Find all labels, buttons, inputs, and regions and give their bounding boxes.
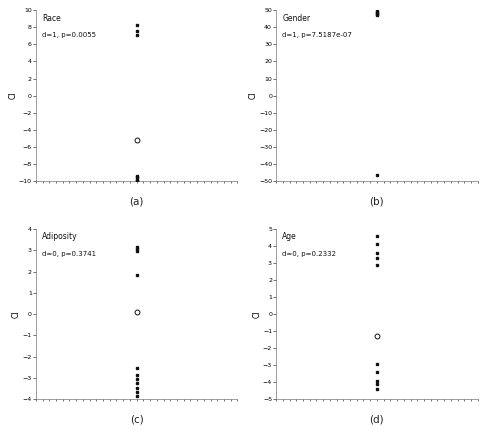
X-axis label: (b): (b) bbox=[370, 196, 384, 206]
Text: d=0, p=0.3741: d=0, p=0.3741 bbox=[42, 251, 96, 257]
X-axis label: (c): (c) bbox=[130, 415, 143, 425]
Text: Race: Race bbox=[42, 14, 61, 23]
Text: Adiposity: Adiposity bbox=[42, 233, 78, 241]
Text: d=1, p=7.5187e-07: d=1, p=7.5187e-07 bbox=[282, 32, 352, 39]
Y-axis label: CI: CI bbox=[248, 92, 258, 99]
X-axis label: (d): (d) bbox=[370, 415, 384, 425]
Text: Gender: Gender bbox=[282, 14, 311, 23]
Y-axis label: CI: CI bbox=[12, 310, 21, 318]
Text: d=1, p=0.0055: d=1, p=0.0055 bbox=[42, 32, 96, 39]
X-axis label: (a): (a) bbox=[129, 196, 144, 206]
Y-axis label: CI: CI bbox=[252, 310, 261, 318]
Y-axis label: CI: CI bbox=[8, 92, 17, 99]
Text: d=0, p=0.2332: d=0, p=0.2332 bbox=[282, 251, 336, 257]
Text: Age: Age bbox=[282, 233, 297, 241]
